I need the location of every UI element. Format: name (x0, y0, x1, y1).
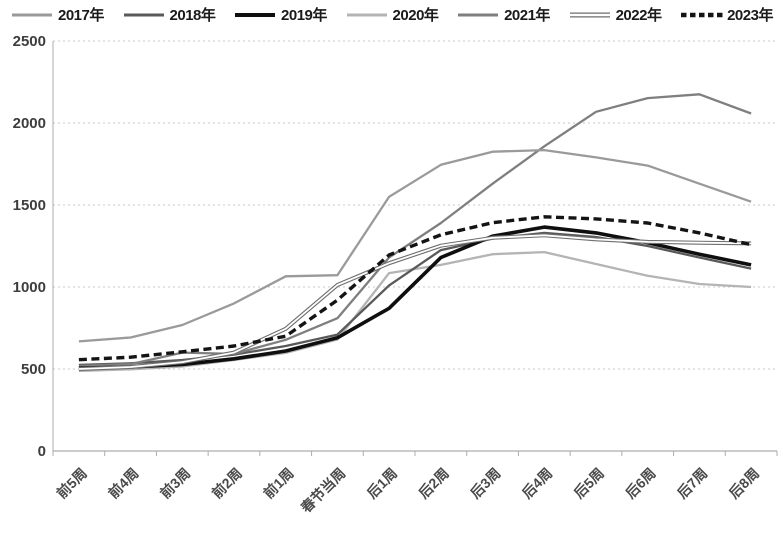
legend-swatch-dashed (681, 12, 724, 17)
x-tick-label: 后7周 (674, 465, 711, 502)
x-tick-label: 后2周 (415, 465, 452, 502)
x-tick-label: 后1周 (364, 465, 401, 502)
x-tick-label: 春节当周 (297, 465, 349, 517)
legend-swatch-solid (12, 13, 52, 16)
y-tick-label: 1000 (13, 279, 46, 296)
series-line-2021 (78, 93, 752, 368)
legend-swatch-solid (346, 13, 387, 16)
x-tick-label: 前3周 (157, 465, 194, 502)
x-tick-label: 前1周 (260, 465, 297, 502)
x-tick-label: 后5周 (570, 465, 607, 502)
legend-label: 2021年 (504, 7, 550, 24)
legend-label: 2019年 (281, 7, 327, 24)
axes (52, 41, 778, 456)
y-tick-label: 1500 (13, 197, 46, 214)
legend-swatch-double (569, 12, 610, 17)
y-tick-label: 0 (38, 443, 46, 460)
legend-label: 2020年 (392, 7, 439, 24)
y-tick-label: 2500 (13, 33, 46, 50)
y-tick-label: 500 (21, 361, 46, 378)
legend-label: 2023年 (727, 7, 773, 24)
legend-item-2020: 2020年 (345, 4, 439, 25)
x-tick-label: 前5周 (53, 465, 90, 502)
y-tick-label: 2000 (13, 115, 46, 132)
x-tick-label: 后4周 (519, 465, 556, 502)
series-line-2023 (78, 215, 752, 362)
x-tick-label: 前4周 (105, 465, 142, 502)
gridlines (53, 40, 777, 370)
legend-swatch-solid (123, 13, 164, 16)
legend-item-2018: 2018年 (122, 4, 216, 25)
legend-item-2019: 2019年 (233, 4, 327, 25)
legend-swatch-solid (458, 13, 499, 16)
legend-label: 2017年 (58, 7, 104, 24)
x-tick-label: 后6周 (622, 465, 659, 502)
series-line-2019 (78, 225, 752, 370)
legend-swatch-solid (235, 12, 276, 17)
x-tick-label: 后8周 (726, 465, 763, 502)
x-tick-label: 前2周 (208, 465, 245, 502)
legend-item-2022: 2022年 (568, 4, 662, 25)
series-line-2022-core (78, 234, 752, 370)
series-line-2017 (78, 148, 752, 343)
legend-item-2021: 2021年 (456, 4, 550, 25)
y-axis-labels: 0 500 1000 1500 2000 2500 (13, 33, 46, 460)
legend-item-2023: 2023年 (679, 4, 773, 25)
legend-label: 2018年 (169, 7, 216, 24)
x-tick-label: 后3周 (467, 465, 504, 502)
x-axis-labels: 前5周 前4周 前3周 前2周 前1周 春节当周 后1周 后2周 后3周 后4周 后5周 后6周 后7周… (53, 465, 762, 517)
series-lines (78, 93, 752, 373)
legend-item-2017: 2017年 (10, 4, 104, 25)
legend-label: 2022年 (615, 7, 662, 24)
chart-legend: 2017年 2018年 2019年 2020年 2021年 2022年 2023年 (0, 4, 783, 25)
